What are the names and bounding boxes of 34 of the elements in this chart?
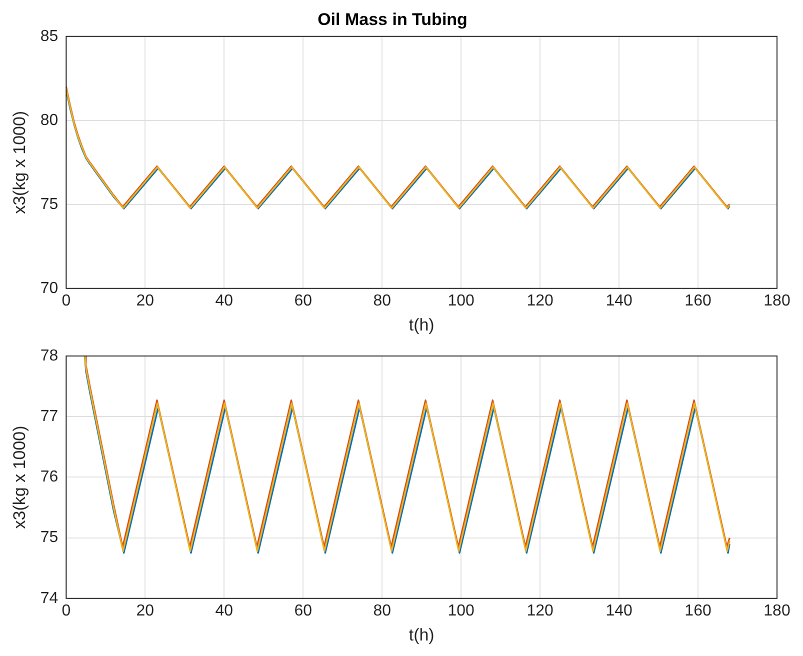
y-tick-label: 77	[40, 408, 58, 426]
x-tick-label: 60	[294, 602, 312, 620]
x-tick-label: 120	[526, 602, 554, 620]
y-tick-label: 74	[40, 590, 58, 607]
y-tick-label: 76	[40, 468, 58, 486]
y-tick-label: 75	[40, 196, 58, 213]
x-tick-label: 40	[215, 292, 234, 310]
x-tick-label: 140	[606, 292, 632, 310]
x-tick-label: 100	[448, 292, 475, 310]
x-tick-label: 160	[684, 292, 712, 310]
x-tick-label: 180	[764, 602, 790, 620]
x-tick-label: 120	[526, 292, 554, 310]
x-tick-label: 60	[294, 292, 312, 310]
y-axis-title: x3(kg x 1000)	[10, 426, 29, 529]
x-axis-title: t(h)	[408, 625, 434, 644]
x-axis-title: t(h)	[408, 315, 434, 334]
y-tick-label: 78	[40, 347, 58, 364]
x-tick-label: 0	[62, 292, 71, 310]
chart-title: Oil Mass in Tubing	[318, 10, 468, 29]
y-axis-title: x3(kg x 1000)	[10, 110, 29, 214]
x-tick-label: 20	[136, 602, 154, 620]
x-tick-label: 40	[215, 602, 234, 620]
x-tick-label: 180	[764, 292, 790, 310]
y-tick-label: 70	[40, 280, 58, 297]
y-tick-label: 85	[40, 28, 58, 45]
y-tick-label: 80	[40, 112, 58, 129]
x-tick-label: 20	[136, 292, 154, 310]
y-tick-label: 75	[40, 529, 58, 546]
x-tick-label: 0	[62, 602, 71, 620]
x-tick-label: 160	[684, 602, 712, 620]
x-tick-label: 100	[448, 602, 475, 620]
x-tick-label: 80	[373, 602, 392, 620]
x-tick-label: 140	[606, 602, 632, 620]
x-tick-label: 80	[373, 292, 392, 310]
